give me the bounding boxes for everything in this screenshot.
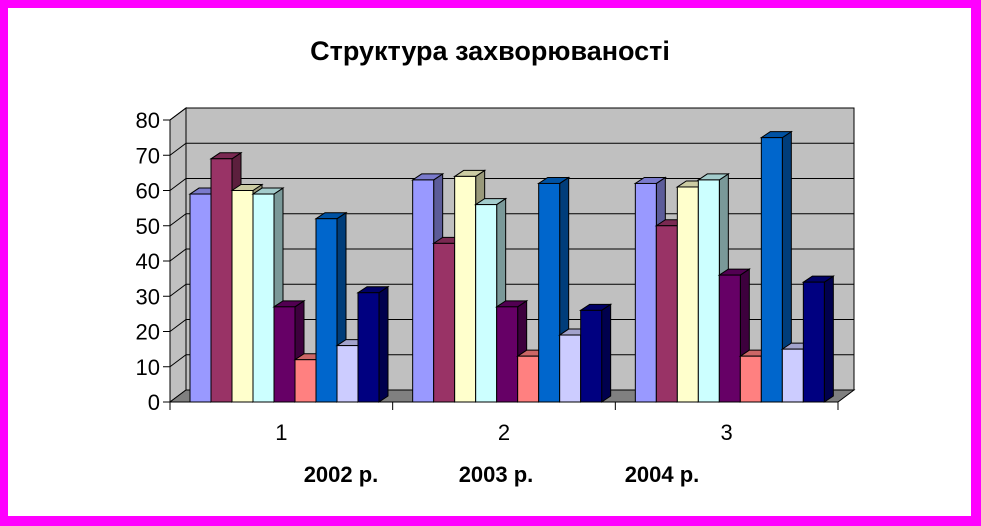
bar-front xyxy=(475,204,498,403)
year-label: 2002 р. xyxy=(304,462,379,487)
bar-front xyxy=(252,193,275,403)
bar-front xyxy=(559,334,582,403)
y-tick-label: 80 xyxy=(136,108,160,133)
y-tick-label: 20 xyxy=(136,320,160,345)
y-tick-label: 10 xyxy=(136,355,160,380)
gridline xyxy=(169,107,854,121)
gridline xyxy=(169,283,854,297)
x-tick-label: 3 xyxy=(721,420,733,445)
bar xyxy=(356,285,390,403)
gridline xyxy=(169,178,854,191)
bar xyxy=(717,268,751,403)
bars xyxy=(188,130,835,403)
bar-side xyxy=(823,275,834,403)
bar-front xyxy=(697,179,720,403)
y-tick-label: 40 xyxy=(136,249,160,274)
bar-front xyxy=(412,179,435,403)
bar-front xyxy=(433,242,456,403)
bar-front xyxy=(718,274,741,403)
bar-side xyxy=(378,285,389,403)
chart-frame: Структура захворюваності 0 10 20 30 40 50 60 70… xyxy=(8,8,971,516)
bar-front xyxy=(538,182,561,403)
bar-front xyxy=(496,306,519,403)
year-label: 2003 р. xyxy=(459,462,534,487)
x-tick-label: 1 xyxy=(275,420,287,445)
bar-front xyxy=(655,225,678,403)
y-tick-label: 50 xyxy=(136,214,160,239)
bar-front xyxy=(781,348,804,403)
bar-front xyxy=(315,218,338,403)
bar-front xyxy=(760,137,783,403)
bar xyxy=(495,299,529,403)
bar xyxy=(474,197,508,403)
gridlines xyxy=(169,107,854,368)
bar-front xyxy=(210,158,233,403)
bar-front xyxy=(580,309,603,403)
bar-front xyxy=(336,345,359,403)
bar-front xyxy=(802,281,825,403)
y-tick-label: 0 xyxy=(148,390,160,415)
gridline xyxy=(169,248,854,262)
bar-front xyxy=(357,292,380,403)
bar-front xyxy=(676,186,699,403)
bar-front xyxy=(454,175,477,403)
x-axis: 1 2 3 2002 р. 2003 р. 2004 р. xyxy=(169,401,839,487)
bar-front xyxy=(634,182,657,403)
gridline xyxy=(169,213,854,227)
bar-front xyxy=(294,359,317,403)
bar xyxy=(801,275,835,403)
chart-title: Структура захворюваності xyxy=(310,36,670,66)
year-label: 2004 р. xyxy=(625,462,700,487)
bar-front xyxy=(739,355,762,403)
bar-front xyxy=(517,355,540,403)
bar-side xyxy=(601,303,612,403)
gridline xyxy=(169,142,854,156)
bar-front xyxy=(189,193,212,403)
bar-front xyxy=(231,190,254,403)
y-tick-label: 70 xyxy=(136,143,160,168)
chart: Структура захворюваності 0 10 20 30 40 50 60 70… xyxy=(136,36,856,487)
x-tick-label: 2 xyxy=(498,420,510,445)
gridline xyxy=(169,319,854,332)
y-axis: 0 10 20 30 40 50 60 70 80 xyxy=(136,108,171,415)
bar xyxy=(579,303,613,403)
y-tick-label: 30 xyxy=(136,284,160,309)
bar-front xyxy=(273,306,296,403)
gridline xyxy=(169,354,854,368)
y-tick-label: 60 xyxy=(136,179,160,204)
